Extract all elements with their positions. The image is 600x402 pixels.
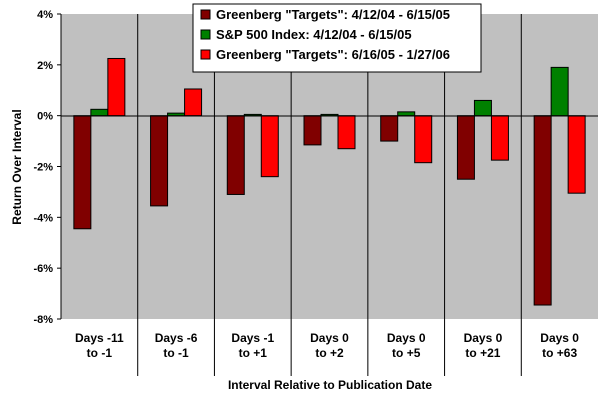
- bar: [473, 99, 492, 117]
- legend-label: S&P 500 Index: 4/12/04 - 6/15/05: [216, 27, 412, 42]
- bar-group: [533, 66, 586, 306]
- bar: [397, 111, 416, 117]
- bar: [567, 115, 586, 194]
- bar: [260, 115, 279, 178]
- x-category-label: Days 0 to +63: [540, 331, 579, 360]
- bar-group: [73, 57, 126, 230]
- legend-label: Greenberg "Targets": 4/12/04 - 6/15/05: [216, 7, 450, 22]
- category-dividers: [137, 14, 522, 376]
- legend-label: Greenberg "Targets": 6/16/05 - 1/27/06: [216, 47, 450, 62]
- x-axis-category-labels: Days -11 to -1 Days -6 to -1 Days -1 to +1 Day…: [75, 331, 579, 360]
- x-category-label: Days -1 to +1: [231, 331, 274, 360]
- bar: [73, 115, 92, 230]
- bar-group: [150, 88, 203, 207]
- y-tick-label: 0%: [37, 111, 53, 123]
- bar: [167, 112, 186, 117]
- y-tick-label: -6%: [33, 263, 53, 275]
- bar: [414, 115, 433, 164]
- x-axis-title: Interval Relative to Publication Date: [228, 378, 432, 392]
- bar-group: [226, 113, 279, 195]
- y-tick-label: -8%: [33, 314, 53, 326]
- bar-group: [303, 113, 356, 150]
- y-tick-label: -4%: [33, 212, 53, 224]
- bar: [243, 113, 262, 117]
- y-axis-ticks: 4% 2% 0% -2% -4% -6% -8%: [33, 9, 61, 326]
- bar: [337, 115, 356, 150]
- bar-groups: [73, 57, 586, 306]
- bar: [490, 115, 509, 161]
- x-category-label: Days 0 to +21: [464, 331, 503, 360]
- bar: [150, 115, 169, 207]
- bar-group: [456, 99, 509, 180]
- y-tick-label: 4%: [37, 9, 53, 21]
- bar: [226, 115, 245, 195]
- bar: [184, 88, 203, 117]
- bar: [90, 108, 109, 117]
- y-tick-label: -2%: [33, 162, 53, 174]
- legend-swatch: [200, 29, 211, 40]
- legend-box: [192, 3, 482, 73]
- legend-swatch: [200, 49, 211, 60]
- y-axis-title: Return Over Interval: [10, 109, 24, 224]
- legend: Greenberg "Targets": 4/12/04 - 6/15/05 S&…: [192, 3, 482, 73]
- bar: [320, 113, 339, 117]
- y-tick-label: 2%: [37, 60, 53, 72]
- bar: [303, 115, 322, 146]
- x-category-label: Days -6 to -1: [155, 331, 198, 360]
- x-category-label: Days 0 to +5: [387, 331, 426, 360]
- bar: [456, 115, 475, 180]
- x-category-label: Days -11 to -1: [75, 331, 124, 360]
- bar: [380, 115, 399, 142]
- x-category-label: Days 0 to +2: [310, 331, 349, 360]
- bar: [550, 66, 569, 117]
- bar: [533, 115, 552, 306]
- bar: [107, 57, 126, 117]
- legend-swatch: [200, 9, 211, 20]
